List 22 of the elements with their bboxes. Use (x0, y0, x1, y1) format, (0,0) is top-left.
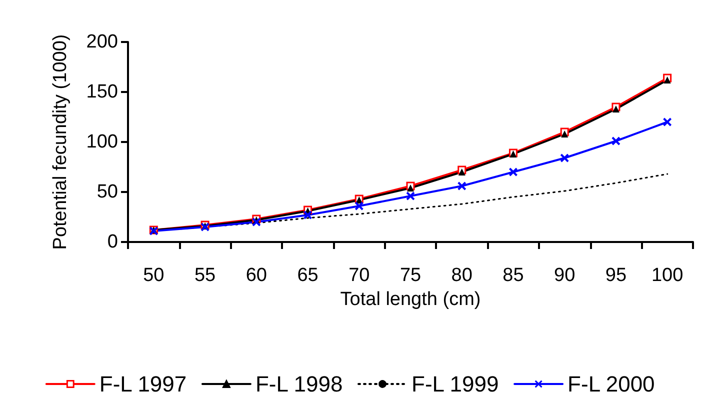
legend-label: F-L 1998 (255, 372, 343, 396)
x-axis-title: Total length (cm) (340, 289, 481, 310)
legend-label: F-L 1997 (99, 372, 187, 396)
x-tick-label: 95 (605, 265, 627, 286)
x-tick-label: 60 (246, 265, 267, 286)
x-tick-label: 50 (143, 265, 164, 286)
y-tick-label: 150 (86, 82, 118, 102)
y-tick-label: 50 (96, 182, 118, 202)
x-tick-label: 85 (502, 265, 524, 286)
x-tick-label: 90 (554, 265, 576, 286)
y-axis-title: Potential fecundity (1000) (50, 34, 71, 250)
x-tick-label: 100 (651, 265, 684, 286)
y-tick-label: 200 (86, 32, 118, 52)
y-tick-label: 0 (107, 232, 118, 252)
legend-label: F-L 1999 (412, 372, 499, 396)
x-tick-label: 70 (348, 265, 370, 286)
legend-label: F-L 2000 (568, 372, 655, 396)
x-tick-label: 75 (400, 265, 422, 286)
x-tick-label: 55 (194, 265, 216, 286)
y-tick-label: 100 (86, 132, 118, 152)
x-tick-label: 80 (451, 265, 472, 286)
x-tick-label: 65 (297, 265, 318, 286)
